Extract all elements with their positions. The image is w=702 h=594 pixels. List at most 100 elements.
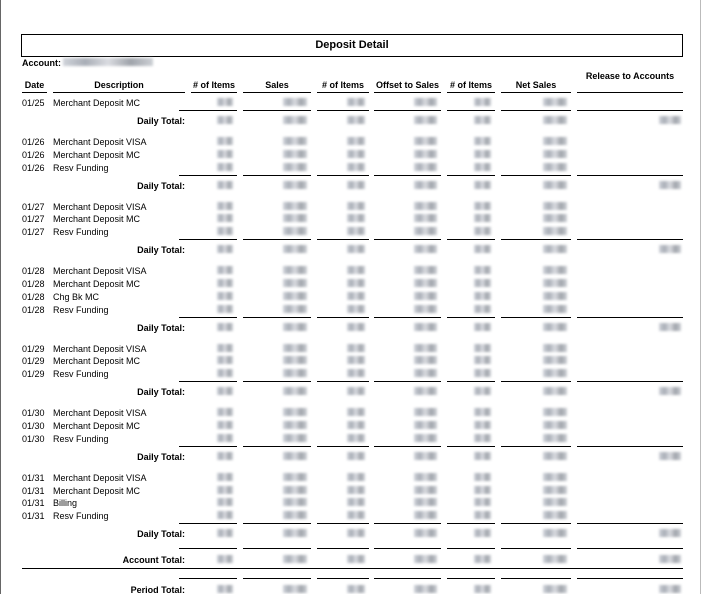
- redacted-value: [542, 137, 567, 145]
- redacted-value: [413, 369, 437, 378]
- redacted-value: [346, 387, 365, 396]
- row-date: 01/30: [22, 433, 45, 444]
- redacted-value: [542, 356, 567, 365]
- redacted-value: [413, 162, 437, 171]
- total-rule: [243, 578, 311, 580]
- row-description: Resv Funding: [53, 162, 109, 173]
- redacted-value: [474, 356, 491, 365]
- redacted-value: [474, 149, 491, 158]
- redacted-value: [542, 387, 567, 396]
- redacted-value: [283, 214, 307, 223]
- total-rule: [447, 316, 495, 318]
- redacted-value: [413, 433, 437, 442]
- redacted-value: [346, 214, 365, 223]
- row-date: 01/26: [22, 137, 45, 147]
- total-rule: [317, 578, 369, 580]
- redacted-value: [413, 451, 437, 460]
- redacted-value: [346, 433, 365, 442]
- redacted-value: [283, 116, 307, 124]
- redacted-value: [216, 227, 233, 236]
- redacted-value: [216, 162, 233, 171]
- total-rule: [243, 239, 311, 241]
- total-rule: [179, 523, 191, 525]
- redacted-value: [346, 227, 365, 236]
- redacted-value: [542, 555, 567, 564]
- period-total-label: Period Total:: [130, 585, 185, 594]
- redacted-value: [346, 137, 365, 145]
- redacted-value: [413, 137, 437, 145]
- account-value-redacted: [63, 58, 153, 66]
- redacted-value: [216, 343, 233, 352]
- redacted-value: [283, 162, 307, 171]
- redacted-value: [283, 180, 307, 189]
- redacted-value: [216, 485, 233, 494]
- redacted-value: [346, 291, 365, 300]
- redacted-value: [346, 485, 365, 494]
- row-description: Merchant Deposit MC: [53, 485, 141, 496]
- report-title: Deposit Detail: [21, 34, 683, 57]
- redacted-value: [542, 304, 567, 313]
- redacted-value: [542, 180, 567, 189]
- redacted-value: [346, 116, 365, 124]
- redacted-value: [216, 180, 233, 189]
- total-rule: [501, 523, 571, 525]
- total-rule: [191, 445, 237, 447]
- redacted-value: [542, 98, 567, 106]
- redacted-value: [659, 451, 681, 460]
- redacted-value: [283, 343, 307, 352]
- row-description: Merchant Deposit VISA: [53, 137, 147, 147]
- redacted-value: [542, 162, 567, 171]
- total-rule: [501, 316, 571, 318]
- row-description: Merchant Deposit MC: [53, 149, 141, 160]
- redacted-value: [283, 511, 307, 520]
- redacted-value: [216, 498, 233, 507]
- redacted-value: [413, 214, 437, 223]
- redacted-value: [542, 266, 567, 275]
- redacted-value: [542, 472, 567, 481]
- header-underline: [447, 92, 495, 93]
- redacted-value: [542, 485, 567, 494]
- row-date: 01/27: [22, 201, 45, 212]
- total-rule: [374, 578, 441, 580]
- row-date: 01/28: [22, 279, 45, 289]
- total-rule: [447, 239, 495, 241]
- redacted-value: [283, 322, 307, 331]
- redacted-value: [283, 529, 307, 538]
- redacted-value: [283, 98, 307, 106]
- redacted-value: [659, 180, 681, 189]
- redacted-value: [216, 356, 233, 365]
- redacted-value: [542, 116, 567, 124]
- total-rule: [501, 239, 571, 241]
- redacted-value: [413, 356, 437, 365]
- row-description: Merchant Deposit MC: [53, 214, 141, 225]
- page-border: [700, 0, 701, 594]
- total-rule: [243, 316, 311, 318]
- redacted-value: [474, 408, 491, 417]
- redacted-value: [659, 245, 681, 254]
- redacted-value: [542, 511, 567, 520]
- row-description: Resv Funding: [53, 511, 109, 522]
- redacted-value: [542, 369, 567, 378]
- row-description: Resv Funding: [53, 304, 109, 315]
- row-description: Merchant Deposit VISA: [53, 408, 147, 419]
- redacted-value: [216, 511, 233, 520]
- redacted-value: [283, 245, 307, 254]
- redacted-value: [542, 529, 567, 538]
- redacted-value: [413, 227, 437, 236]
- redacted-value: [346, 322, 365, 331]
- total-rule: [191, 523, 237, 525]
- row-date: 01/31: [22, 472, 45, 483]
- redacted-value: [346, 356, 365, 365]
- header-underline: [53, 92, 185, 93]
- row-date: 01/28: [22, 291, 45, 302]
- redacted-value: [474, 304, 491, 313]
- total-rule: [577, 174, 683, 176]
- redacted-value: [413, 180, 437, 189]
- total-rule: [577, 381, 683, 383]
- row-description: Merchant Deposit MC: [53, 279, 141, 289]
- redacted-value: [216, 421, 233, 429]
- redacted-value: [474, 322, 491, 331]
- header-underline: [317, 92, 369, 93]
- total-rule: [317, 445, 369, 447]
